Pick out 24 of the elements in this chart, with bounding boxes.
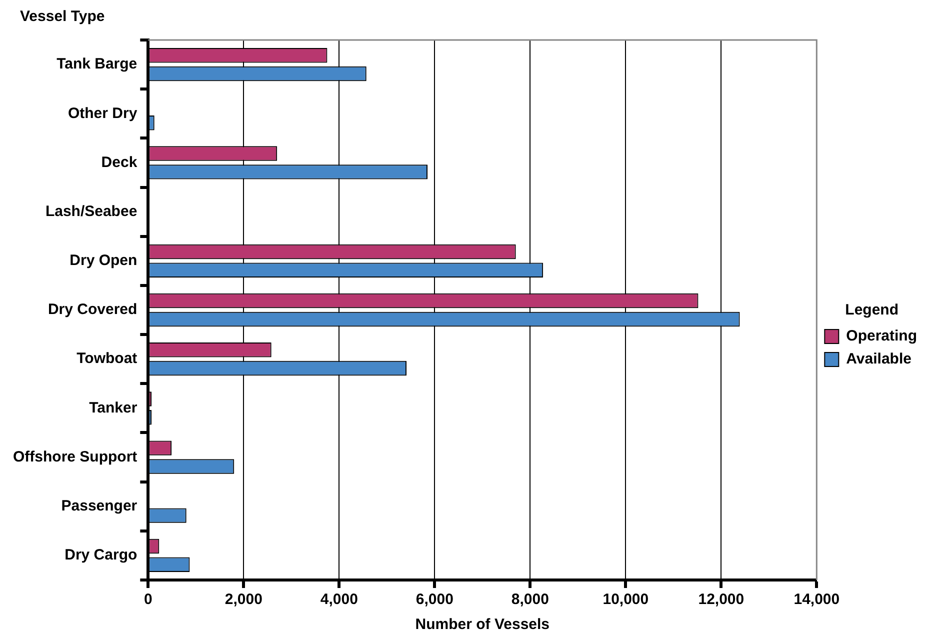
- y-tick-label: Towboat: [76, 350, 138, 368]
- y-tick-label: Passenger: [61, 498, 138, 515]
- y-tick-label: Dry Cargo: [64, 546, 138, 564]
- y-tick-label: Dry Open: [70, 252, 138, 270]
- y-tick-label: Tanker: [89, 399, 138, 416]
- y-tick-label: Offshore Support: [12, 448, 138, 466]
- x-tick-label: 2,000: [224, 591, 262, 608]
- y-tick-label: Other Dry: [68, 104, 138, 122]
- legend-title: Legend: [845, 302, 898, 319]
- x-tick-label: 0: [144, 591, 152, 608]
- x-tick-label: 10,000: [602, 591, 649, 608]
- x-tick-label: 14,000: [794, 591, 840, 608]
- legend-label: Available: [846, 350, 912, 368]
- x-axis-title: Number of Vessels: [415, 616, 550, 634]
- x-tick-label: 4,000: [320, 591, 358, 608]
- legend-label: Operating: [846, 328, 918, 345]
- x-tick-label: 12,000: [698, 591, 744, 608]
- x-tick-label: 6,000: [416, 591, 454, 608]
- x-tick-label: 8,000: [511, 591, 549, 608]
- y-tick-label: Dry Covered: [48, 301, 138, 318]
- y-tick-label: Lash/Seabee: [45, 202, 138, 220]
- y-axis-title: Vessel Type: [20, 8, 105, 25]
- y-tick-label: Tank Barge: [56, 56, 138, 73]
- y-tick-label: Deck: [101, 154, 138, 171]
